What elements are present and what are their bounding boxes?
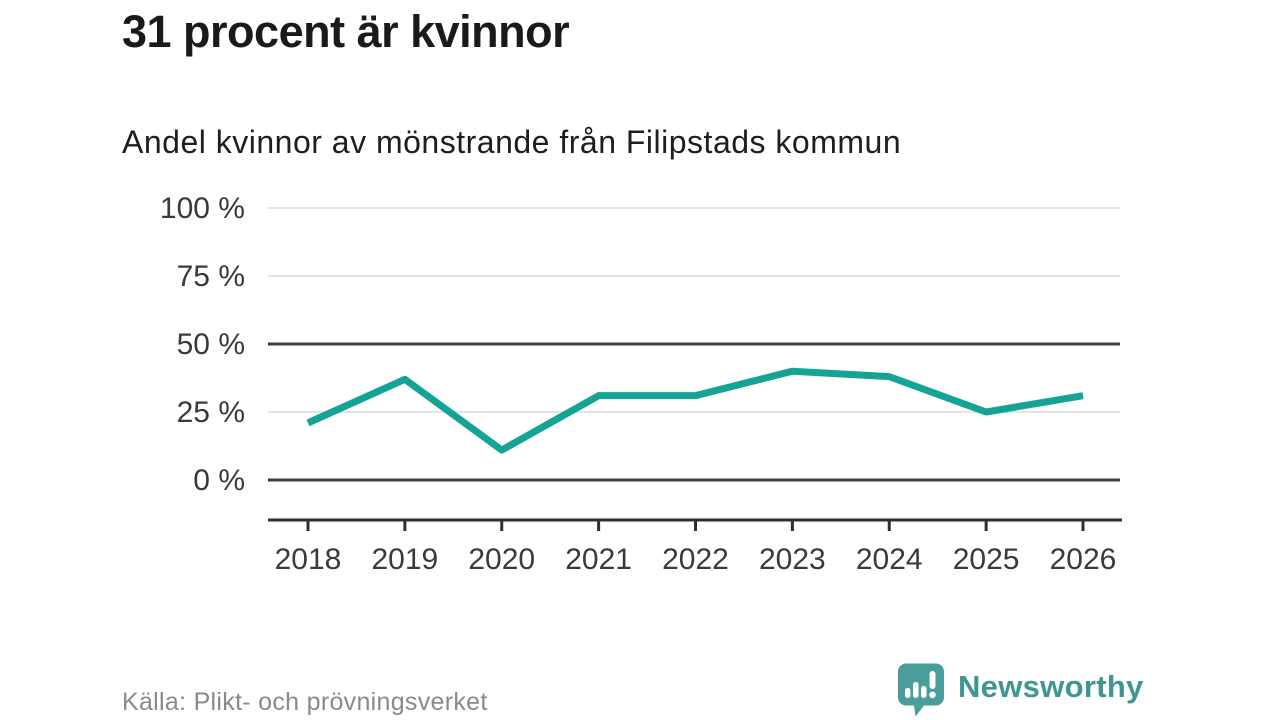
logo-bar-3 xyxy=(921,686,927,698)
newsworthy-logo: Newsworthy xyxy=(897,663,1144,717)
x-axis-tick-label: 2023 xyxy=(759,543,826,576)
x-axis-tick-label: 2021 xyxy=(565,543,632,576)
y-axis-tick-label: 75 % xyxy=(177,260,245,293)
brand-name: Newsworthy xyxy=(958,669,1144,704)
logo-exclamation-stem xyxy=(929,671,936,689)
chart-subtitle: Andel kvinnor av mönstrande från Filipst… xyxy=(122,124,902,160)
newsworthy-bubble-chart-icon xyxy=(898,663,944,717)
logo-bar-2 xyxy=(913,682,919,698)
logo-bar-1 xyxy=(905,688,911,698)
chart-title: 31 procent är kvinnor xyxy=(122,6,570,57)
x-axis-tick-label: 2019 xyxy=(372,543,439,576)
x-axis-tick-label: 2025 xyxy=(953,543,1020,576)
data-line-series xyxy=(306,367,1084,454)
y-axis-tick-label: 100 % xyxy=(160,192,245,225)
x-axis-tick-label: 2022 xyxy=(662,543,729,576)
y-axis-tick-label: 50 % xyxy=(177,328,245,361)
x-axis-tick-label: 2026 xyxy=(1050,543,1117,576)
y-axis-tick-label: 25 % xyxy=(177,396,245,429)
x-axis-tick-label: 2018 xyxy=(275,543,342,576)
x-axis-tick-label: 2024 xyxy=(856,543,923,576)
logo-exclamation-dot xyxy=(929,691,936,699)
source-note: Källa: Plikt- och prövningsverket xyxy=(122,688,488,716)
y-axis-tick-label: 0 % xyxy=(193,464,245,497)
x-axis-tick-label: 2020 xyxy=(468,543,535,576)
